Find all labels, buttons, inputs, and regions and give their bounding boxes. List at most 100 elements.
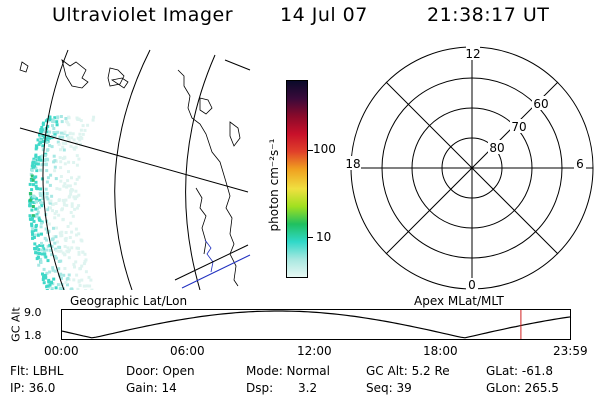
emission-pixel <box>53 254 57 258</box>
emission-pixel <box>34 162 38 166</box>
emission-pixel <box>57 213 61 217</box>
emission-pixel <box>39 130 43 134</box>
emission-pixel <box>54 256 58 260</box>
emission-pixel <box>42 281 46 285</box>
emission-pixel <box>57 267 61 271</box>
gain-readout: Gain: 14 <box>126 381 177 395</box>
gc-alt-readout: GC Alt: 5.2 Re <box>366 364 450 378</box>
emission-pixel <box>48 201 52 205</box>
emission-pixel <box>32 194 35 198</box>
emission-pixel <box>62 203 66 207</box>
emission-pixel <box>39 168 43 172</box>
altitude-curve <box>61 310 572 339</box>
emission-pixel <box>72 161 76 164</box>
emission-pixel <box>51 209 54 213</box>
emission-pixel <box>43 154 47 158</box>
emission-pixel <box>43 252 47 256</box>
uv-emission <box>28 115 96 290</box>
emission-pixel <box>71 214 75 218</box>
emission-pixel <box>39 261 43 264</box>
emission-pixel <box>39 221 43 225</box>
emission-pixel <box>79 128 83 132</box>
emission-pixel <box>66 283 69 287</box>
emission-pixel <box>39 158 43 162</box>
emission-pixel <box>56 240 60 244</box>
emission-pixel <box>92 115 96 119</box>
emission-pixel <box>34 247 38 251</box>
emission-pixel <box>40 177 44 181</box>
emission-pixel <box>49 173 53 177</box>
date-label: 14 Jul 07 <box>280 4 368 26</box>
emission-pixel <box>61 198 65 202</box>
emission-pixel <box>66 179 70 183</box>
emission-pixel <box>48 270 52 274</box>
emission-pixel <box>53 241 57 245</box>
emission-pixel <box>61 217 65 221</box>
emission-pixel <box>51 118 55 122</box>
emission-pixel <box>44 187 48 191</box>
dsp-label: Dsp: <box>246 381 274 395</box>
emission-pixel <box>44 137 48 141</box>
emission-pixel <box>52 154 56 158</box>
emission-pixel <box>66 225 70 228</box>
emission-pixel <box>72 195 76 199</box>
emission-pixel <box>41 193 45 197</box>
emission-pixel <box>64 142 68 145</box>
emission-pixel <box>36 187 40 191</box>
emission-pixel <box>67 250 70 254</box>
emission-pixel <box>52 120 56 124</box>
emission-pixel <box>28 192 32 195</box>
emission-pixel <box>59 115 63 118</box>
emission-pixel <box>64 281 68 285</box>
lat-lon-grid <box>19 49 251 290</box>
emission-pixel <box>41 202 45 205</box>
emission-pixel <box>48 130 52 134</box>
emission-pixel <box>67 256 71 260</box>
emission-pixel <box>90 288 94 290</box>
emission-pixel <box>31 236 35 240</box>
emission-pixel <box>31 205 35 208</box>
geographic-map <box>19 49 251 290</box>
emission-pixel <box>74 197 77 200</box>
emission-pixel <box>61 135 65 139</box>
emission-pixel <box>49 206 52 210</box>
emission-pixel <box>31 178 35 182</box>
emission-pixel <box>28 214 32 218</box>
emission-pixel <box>48 283 52 287</box>
coastlines <box>19 59 241 287</box>
emission-pixel <box>77 232 81 236</box>
filter-readout: Flt: LBHL <box>10 364 64 378</box>
emission-pixel <box>54 177 58 181</box>
emission-pixel <box>72 278 76 282</box>
mlt-label-12: 12 <box>465 47 480 61</box>
door-readout: Door: Open <box>126 364 195 378</box>
emission-pixel <box>38 205 42 209</box>
emission-pixel <box>31 214 35 218</box>
emission-pixel <box>50 194 54 198</box>
emission-pixel <box>52 226 55 230</box>
alt-xtick-2359: 23:59 <box>553 344 588 358</box>
emission-pixel <box>39 194 42 197</box>
emission-pixel <box>62 273 66 277</box>
emission-pixel <box>54 202 58 205</box>
emission-pixel <box>46 244 50 248</box>
emission-pixel <box>65 134 69 138</box>
emission-pixel <box>34 154 38 158</box>
emission-pixel <box>32 176 36 180</box>
alt-xtick-0600: 06:00 <box>170 344 205 358</box>
emission-pixel <box>61 141 65 145</box>
emission-pixel <box>28 204 32 208</box>
emission-pixel <box>44 276 48 280</box>
emission-pixel <box>59 148 62 152</box>
emission-pixel <box>64 231 68 234</box>
emission-pixel <box>67 273 71 277</box>
emission-pixel <box>50 253 54 257</box>
emission-pixel <box>52 235 56 239</box>
emission-pixel <box>81 250 85 254</box>
emission-pixel <box>80 239 84 243</box>
emission-pixel <box>75 141 79 145</box>
emission-pixel <box>28 198 32 202</box>
emission-pixel <box>42 247 46 251</box>
mlat-label-80: 80 <box>489 141 504 155</box>
emission-pixel <box>55 123 59 127</box>
